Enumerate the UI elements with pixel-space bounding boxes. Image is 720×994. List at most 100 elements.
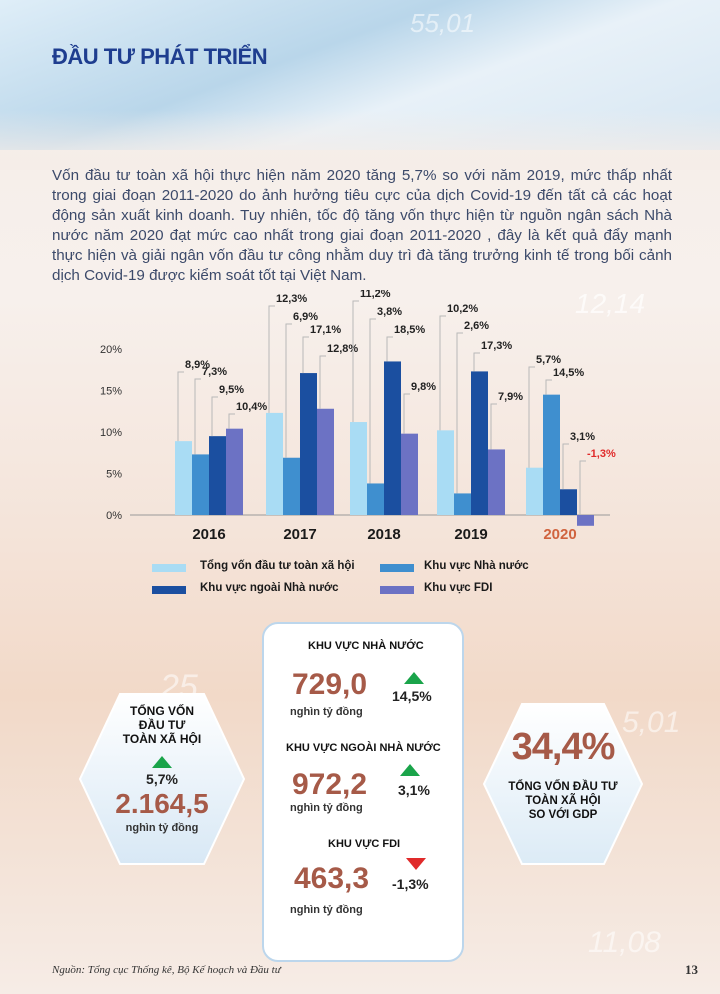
legend-label: Khu vực FDI	[424, 582, 493, 594]
state-sector-value: 729,0	[292, 668, 368, 701]
gdp-ratio-caption: TỔNG VỐN ĐẦU TƯ TOÀN XÃ HỘI SO VỚI GDP	[482, 780, 644, 822]
y-tick-label: 20%	[100, 344, 122, 356]
decoration-number: 55,01	[410, 8, 476, 38]
total-investment-hexagon: TỔNG VỐN ĐẦU TƯ TOÀN XÃ HỘI 5,7% 2.164,5…	[78, 690, 246, 868]
total-investment-value: 2.164,5	[115, 788, 209, 819]
label-leader	[528, 366, 535, 468]
y-tick-label: 15%	[100, 386, 122, 398]
data-label: 7,9%	[498, 391, 523, 403]
title-line: TOÀN XÃ HỘI	[122, 732, 202, 746]
header-fade	[0, 110, 720, 170]
arrow-up-icon	[404, 672, 424, 684]
bar-3-3	[488, 449, 505, 515]
label-leader	[456, 332, 463, 494]
data-label: 8,9%	[185, 359, 210, 371]
bar-1-1	[283, 457, 300, 515]
data-label: 10,4%	[236, 401, 267, 413]
gdp-ratio-value: 34,4%	[511, 726, 616, 768]
bar-2-1	[367, 483, 384, 515]
label-leader	[490, 403, 497, 450]
state-sector-title: KHU VỰC NHÀ NƯỚC	[308, 640, 424, 652]
fdi-sector-pct: -1,3%	[392, 876, 429, 892]
page-number: 13	[685, 962, 698, 977]
legend-label: Tổng vốn đầu tư toàn xã hội	[200, 560, 355, 572]
bar-1-2	[300, 373, 317, 515]
caption-line: SO VỚI GDP	[528, 809, 598, 821]
data-label: 3,8%	[377, 306, 402, 318]
bar-0-3	[226, 428, 243, 515]
fdi-sector-unit: nghìn tỷ đồng	[290, 904, 363, 916]
fdi-sector-title: KHU VỰC FDI	[328, 838, 401, 850]
bar-4-1	[543, 394, 560, 515]
legend-swatch	[152, 586, 186, 594]
bar-0-0	[175, 441, 192, 515]
sector-breakdown-panel: KHU VỰC NHÀ NƯỚC 729,0 nghìn tỷ đồng 14,…	[262, 622, 464, 962]
non-state-sector-pct: 3,1%	[398, 782, 430, 798]
page-title: ĐẦU TƯ PHÁT TRIỂN	[52, 44, 268, 69]
label-leader	[439, 315, 446, 431]
bar-4-0	[526, 467, 543, 515]
total-investment-unit: nghìn tỷ đồng	[125, 822, 199, 834]
label-leader	[285, 323, 292, 458]
data-label: 7,3%	[202, 366, 227, 378]
bar-0-1	[192, 454, 209, 515]
label-leader	[211, 396, 218, 437]
legend-label: Khu vực Nhà nước	[424, 560, 529, 572]
state-sector-unit: nghìn tỷ đồng	[290, 706, 363, 718]
label-leader	[545, 379, 552, 395]
non-state-sector-title: KHU VỰC NGOÀI NHÀ NƯỚC	[286, 742, 441, 754]
label-leader	[403, 393, 410, 434]
data-label: 9,5%	[219, 384, 244, 396]
data-label: 9,8%	[411, 381, 436, 393]
data-label: 6,9%	[293, 311, 318, 323]
label-leader	[228, 413, 235, 429]
bar-1-0	[266, 412, 283, 515]
bar-3-0	[437, 430, 454, 515]
y-tick-label: 5%	[106, 469, 122, 481]
data-label: 5,7%	[536, 354, 561, 366]
data-label: 12,3%	[276, 293, 307, 305]
bar-0-2	[209, 436, 226, 515]
bar-2-3	[401, 433, 418, 515]
x-category-label: 2018	[367, 526, 400, 543]
y-tick-label: 0%	[106, 510, 122, 522]
bar-1-3	[317, 408, 334, 515]
bar-4-3	[577, 515, 594, 526]
legend-swatch	[152, 564, 186, 572]
data-label: 3,1%	[570, 431, 595, 443]
data-label: 17,3%	[481, 340, 512, 352]
arrow-up-icon	[152, 756, 172, 768]
decoration-number: 12,14	[575, 288, 646, 319]
gdp-ratio-hexagon: 34,4% TỔNG VỐN ĐẦU TƯ TOÀN XÃ HỘI SO VỚI…	[482, 700, 644, 868]
data-label: 14,5%	[553, 367, 584, 379]
bar-2-2	[384, 361, 401, 515]
label-leader	[194, 378, 201, 455]
data-label: 10,2%	[447, 303, 478, 315]
x-category-label: 2017	[283, 526, 316, 543]
data-label: 11,2%	[360, 290, 391, 300]
arrow-up-icon	[400, 764, 420, 776]
bar-2-0	[350, 422, 367, 515]
label-leader	[369, 318, 376, 484]
total-investment-title: TỔNG VỐN ĐẦU TƯ TOÀN XÃ HỘI	[78, 704, 246, 746]
title-line: ĐẦU TƯ	[138, 718, 186, 732]
label-leader	[579, 460, 586, 515]
total-growth-pct: 5,7%	[146, 771, 178, 787]
non-state-sector-unit: nghìn tỷ đồng	[290, 802, 363, 814]
x-category-label: 2019	[454, 526, 487, 543]
hexagon-shape	[78, 693, 246, 865]
label-leader	[562, 443, 569, 490]
caption-line: TOÀN XÃ HỘI	[525, 795, 601, 807]
hexagon-shape	[482, 703, 644, 865]
bar-3-2	[471, 371, 488, 515]
label-leader	[473, 352, 480, 372]
chart-svg: 0% 5% 10% 15% 20% 8,9%7,3% 9,5% 10,4% 2016 12,3% 6…	[100, 290, 616, 543]
data-label: -1,3%	[587, 448, 616, 460]
decoration-number: 5,01	[622, 706, 681, 739]
arrow-down-icon	[406, 858, 426, 870]
label-leader	[319, 355, 326, 409]
title-line: TỔNG VỐN	[129, 704, 194, 718]
investment-growth-chart: 0% 5% 10% 15% 20% 8,9% 7,3% 9,5% 10,4% 2016 12,3% 6…	[90, 290, 630, 550]
label-leader	[268, 305, 275, 413]
fdi-sector-value: 463,3	[294, 862, 370, 895]
